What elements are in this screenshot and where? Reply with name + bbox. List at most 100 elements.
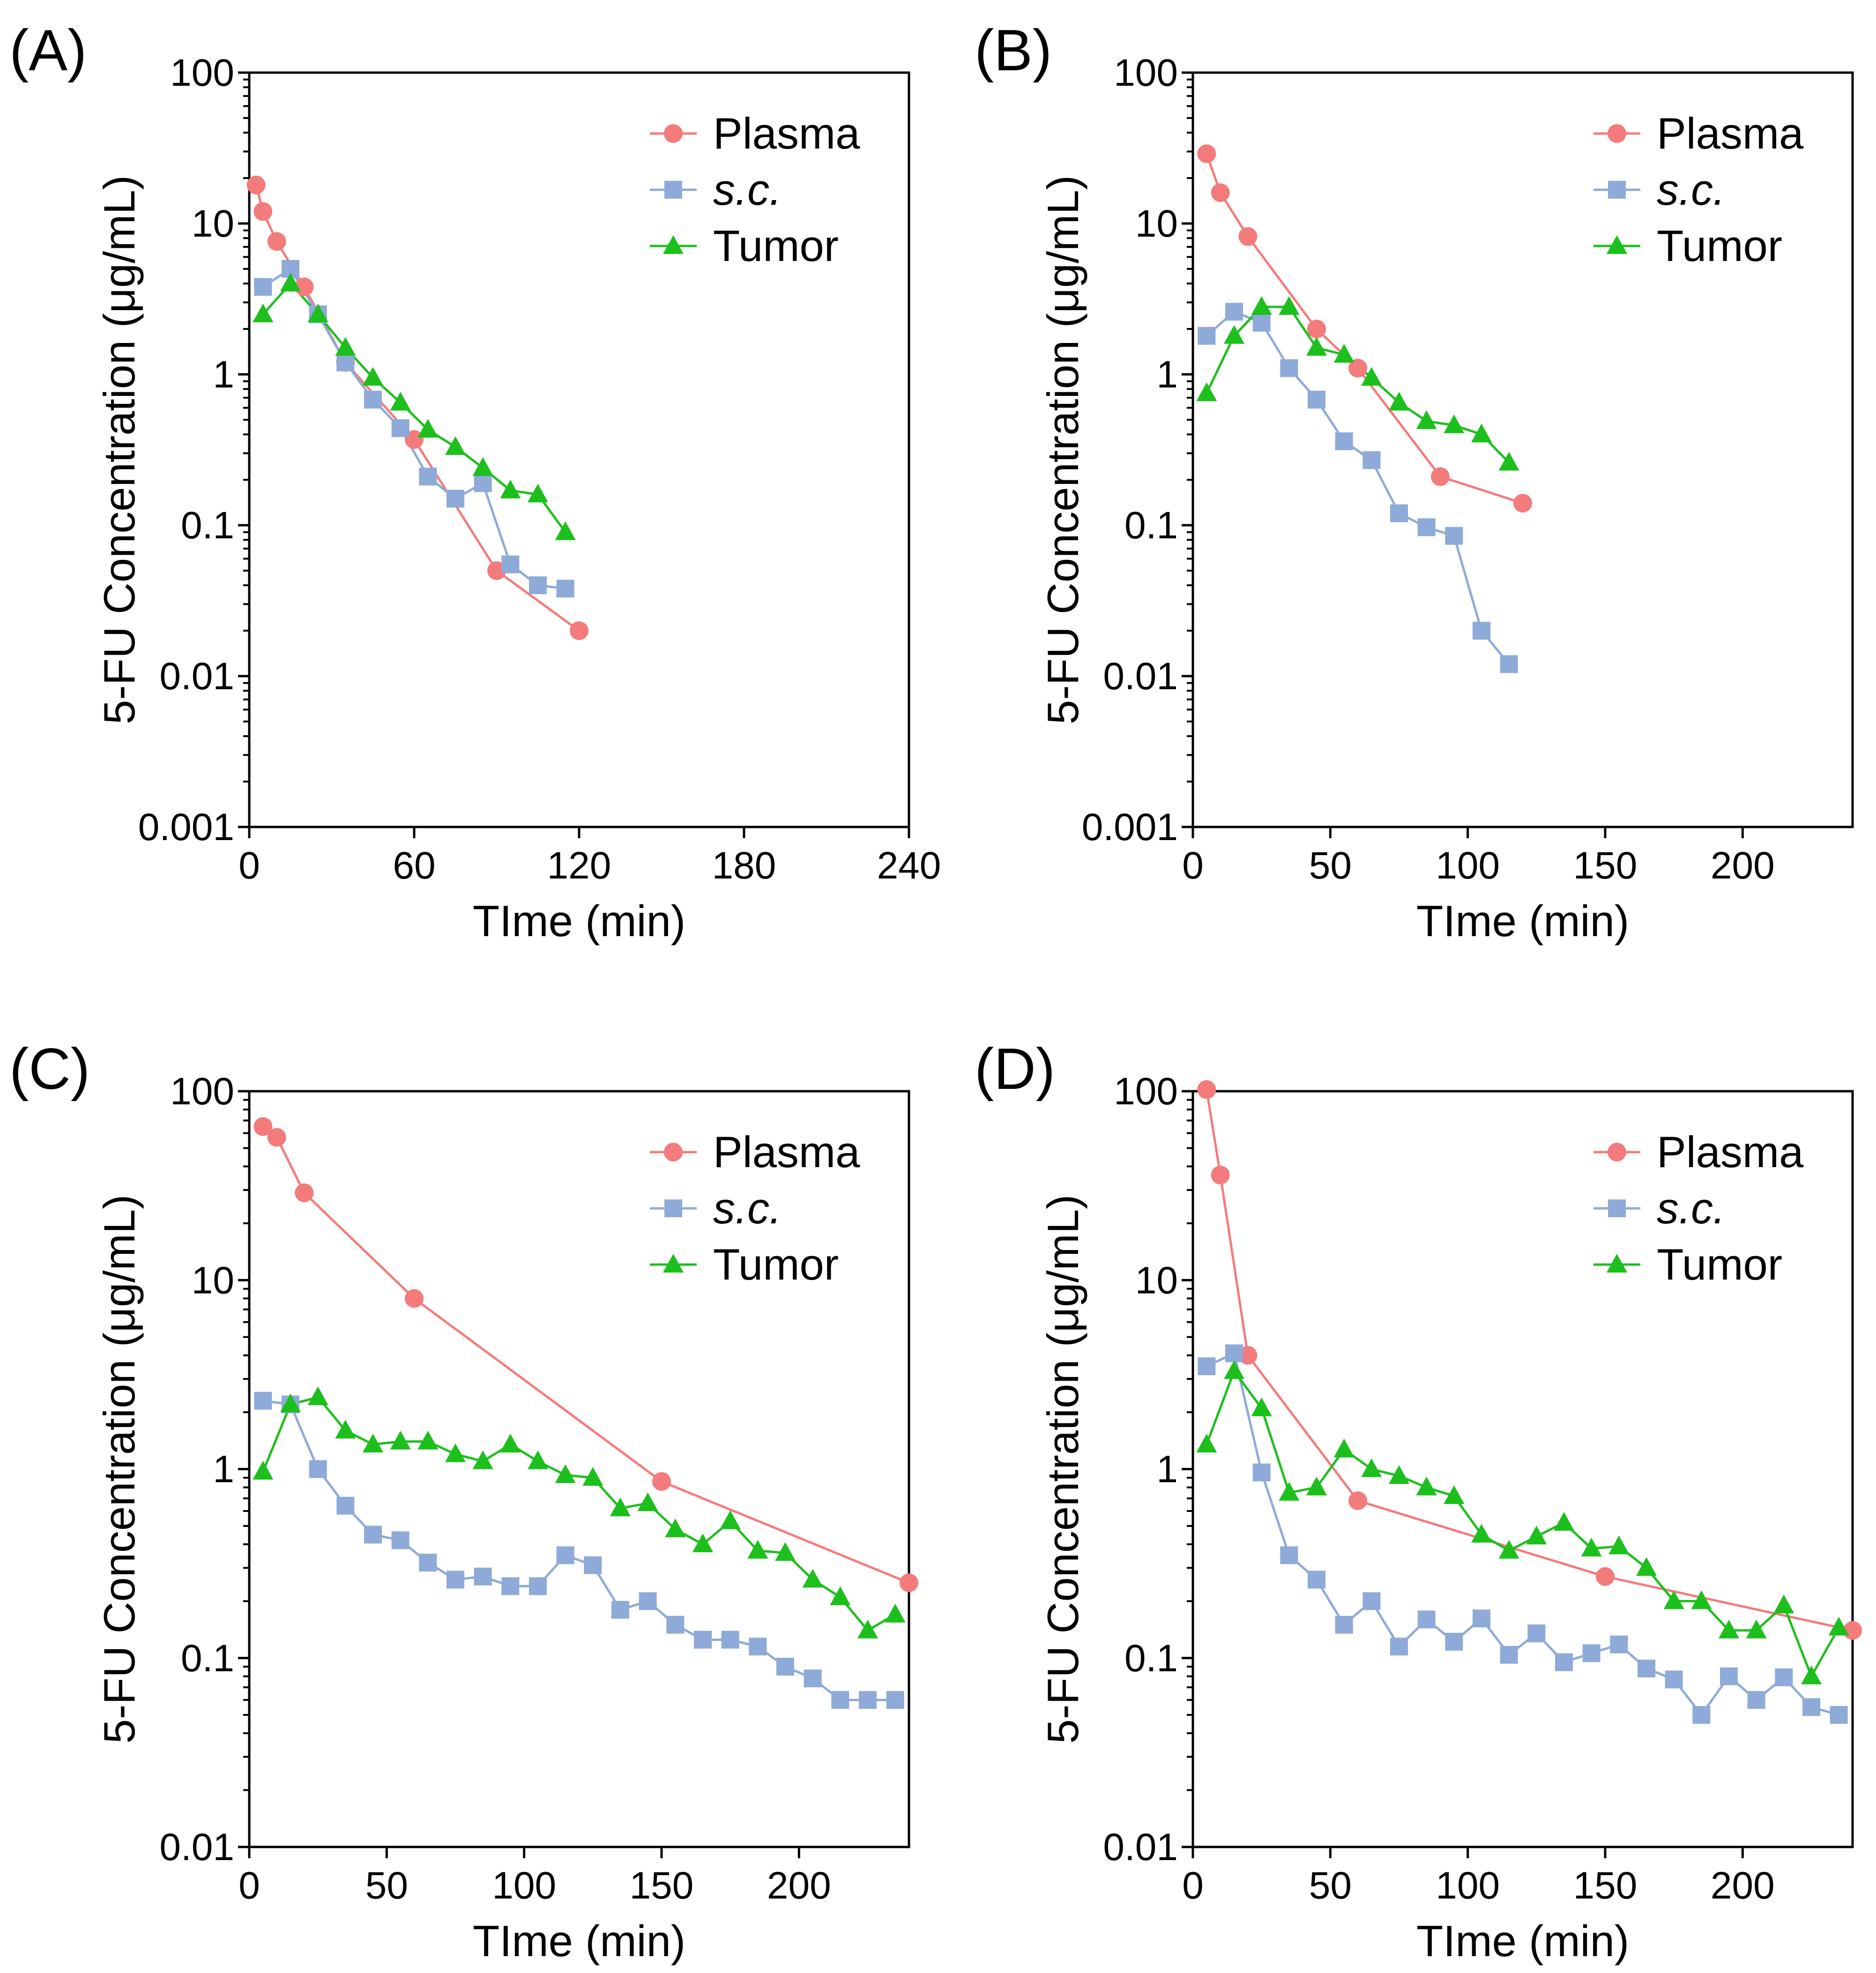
panel-c-plasma-point: [652, 1472, 671, 1491]
panel-c-sc-point: [831, 1691, 849, 1709]
panel-c-tumor-point: [830, 1586, 851, 1605]
panel-c-legend-marker: [663, 1254, 684, 1273]
panel-a-tumor-point: [335, 337, 356, 356]
panel-b-tumor-point: [1333, 344, 1355, 363]
panel-c-tumor-point: [555, 1464, 576, 1483]
panel-a-sc-point: [254, 278, 272, 296]
panel-a-legend: Plasma s.c. Tumor: [650, 109, 860, 270]
panel-d-tumor-point: [1196, 1433, 1217, 1452]
panel-c-tumor-point: [335, 1420, 356, 1439]
panel-d-tumor-point: [1719, 1619, 1739, 1638]
panel-c-tumor-line: [261, 1396, 896, 1632]
panel-a-legend-marker: [663, 235, 684, 254]
panel-c-tumor-point: [802, 1569, 823, 1588]
panel-a-plasma-point: [570, 621, 588, 640]
panel-a: (A) 0 60 120 180 240 0.001 0.01 0.1 1 10 100 TIme (m…: [9, 18, 941, 946]
panel-c-legend-marker: [664, 1143, 683, 1161]
panel-c-plot-frame: [248, 1090, 910, 1848]
panel-b-tumor-point: [1196, 382, 1217, 402]
panel-d-tumor-point: [1224, 1360, 1244, 1379]
panel-c-tumor-point: [637, 1492, 658, 1511]
panel-c-sc-point: [721, 1631, 739, 1649]
panel-c-tumor-point: [528, 1450, 548, 1469]
panel-d-sc-point: [1473, 1609, 1490, 1628]
panel-b-sc-point: [1198, 327, 1216, 345]
panel-d-x-tick-label: 200: [1711, 1864, 1775, 1907]
panel-a-tumor-point: [307, 303, 328, 322]
panel-d-legend-label: Tumor: [1657, 1240, 1782, 1289]
panel-d-sc-point: [1362, 1592, 1381, 1610]
panel-d-sc-point: [1198, 1357, 1216, 1376]
panel-a-x-axis-title: TIme (min): [473, 896, 685, 946]
panel-c-tumor-point: [582, 1467, 603, 1486]
panel-d-plasma-point: [1348, 1491, 1367, 1511]
panel-a-tumor-point: [472, 457, 493, 476]
panel-d-sc-point: [1720, 1667, 1738, 1685]
panel-c-y-axis-title: 5-FU Concentration (μg/mL): [95, 1194, 144, 1743]
panel-a-y-tick-label: 0.001: [138, 806, 234, 849]
panel-c-tumor-point: [610, 1497, 631, 1517]
panel-b-tumor-point: [1444, 414, 1465, 433]
panel-d-tumor-point: [1389, 1465, 1409, 1484]
panel-d-legend-marker: [1608, 1143, 1626, 1161]
panel-b-y-tick-label: 0.1: [1124, 504, 1178, 547]
panel-b-sc-point: [1252, 313, 1271, 332]
panel-b-x-tick-label: 150: [1573, 844, 1638, 887]
panel-a-x-tick-label: 240: [877, 844, 941, 887]
panel-c-x-tick-label: 100: [492, 1864, 556, 1907]
panel-d-legend-label: Plasma: [1657, 1127, 1804, 1176]
panel-d-tumor-point: [1471, 1524, 1492, 1543]
panel-a-plasma-point: [405, 430, 424, 449]
panel-d-tumor-point: [1608, 1535, 1630, 1555]
panel-b-tumor-point: [1361, 367, 1382, 386]
panel-b-y-tick-label: 100: [1114, 52, 1178, 94]
panel-d-label: (D): [975, 1037, 1055, 1102]
panel-d-tumor-point: [1636, 1557, 1657, 1576]
panel-d-y-tick-label: 100: [1114, 1070, 1178, 1113]
panel-a-x-tick-label: 0: [238, 844, 260, 887]
panel-d-y-tick-label: 1: [1156, 1448, 1178, 1491]
panel-b-plasma-point: [1307, 320, 1326, 339]
panel-d-plot-frame: [1191, 1090, 1854, 1848]
panel-d-plasma-point: [1211, 1165, 1230, 1184]
panel-a-plasma-point: [295, 277, 314, 297]
panel-b-sc-point: [1445, 527, 1463, 545]
panel-b-plot-frame: [1191, 71, 1854, 828]
panel-c-sc-point: [447, 1571, 464, 1589]
panel-d-plasma-line: [1205, 1089, 1853, 1632]
panel-c-tumor-point: [747, 1540, 768, 1559]
panel-b-y-tick-label: 0.01: [1103, 655, 1178, 698]
panel-a-tumor-point: [555, 521, 576, 540]
panel-a-legend-marker: [664, 181, 682, 199]
panel-b-tumor-point: [1224, 325, 1244, 344]
panel-d-sc-point: [1527, 1624, 1546, 1643]
panel-d-tumor-point: [1581, 1537, 1602, 1556]
panel-b-x-tick-label: 50: [1309, 844, 1352, 887]
panel-d-tumor-point: [1554, 1512, 1574, 1531]
panel-c-sc-point: [749, 1638, 767, 1656]
panel-d-sc-point: [1280, 1546, 1298, 1564]
panel-a-tumor-point: [253, 303, 274, 322]
panel-d-sc-point: [1445, 1632, 1463, 1651]
panel-d-legend-marker: [1607, 1254, 1627, 1273]
panel-a-y-tick-label: 0.01: [159, 655, 234, 698]
panel-a-tumor-point: [528, 484, 548, 503]
panel-b-x-tick-label: 200: [1711, 844, 1775, 887]
panel-c-sc-point: [529, 1577, 547, 1595]
panel-b-x-axis-title: TIme (min): [1416, 896, 1629, 946]
panel-b-x-tick-label: 0: [1182, 844, 1204, 887]
panel-b-sc-point: [1417, 518, 1436, 536]
panel-a-sc-point: [364, 390, 382, 409]
panel-a-y-tick-label: 10: [192, 202, 234, 245]
panel-d-plasma-point: [1238, 1346, 1258, 1365]
panel-a-tumor-point: [390, 392, 411, 411]
panel-d-tumor-point: [1333, 1438, 1355, 1458]
panel-d-tumor-point: [1444, 1485, 1465, 1504]
panel-d-sc-point: [1747, 1691, 1765, 1709]
panel-a-legend-label: Plasma: [713, 109, 860, 158]
panel-a-label: (A): [9, 18, 87, 83]
panel-b-tumor-point: [1471, 424, 1492, 443]
panel-d-y-tick-label: 10: [1135, 1259, 1178, 1302]
panel-d-sc-point: [1335, 1616, 1353, 1634]
panel-b-legend-label: Plasma: [1657, 109, 1804, 158]
